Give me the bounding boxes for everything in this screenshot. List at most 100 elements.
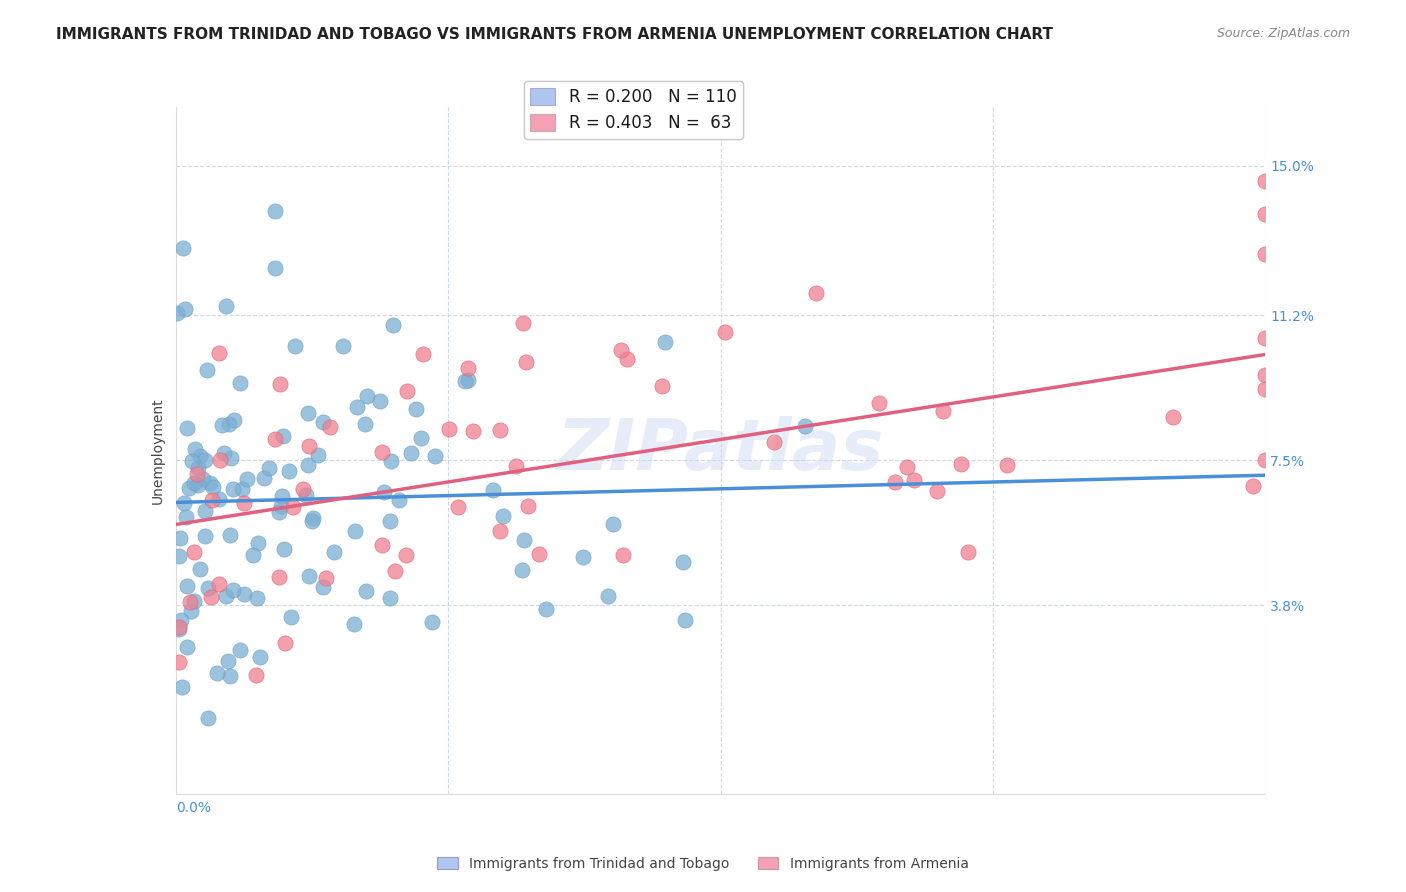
Point — [284, 338, 307, 352]
Point — [242, 548, 264, 562]
Point — [197, 363, 219, 377]
Point — [183, 593, 205, 607]
Point — [612, 548, 634, 562]
Point — [217, 654, 239, 668]
Point — [527, 547, 550, 561]
Point — [517, 499, 540, 513]
Point — [510, 564, 533, 578]
Point — [763, 434, 786, 449]
Point — [461, 425, 484, 439]
Point — [713, 325, 735, 339]
Point — [173, 496, 195, 510]
Point — [245, 668, 267, 682]
Point — [264, 433, 287, 447]
Point — [371, 538, 394, 552]
Point — [297, 406, 319, 420]
Point — [229, 376, 252, 390]
Point — [246, 536, 269, 550]
Point — [183, 442, 205, 456]
Point — [956, 545, 979, 559]
Point — [167, 549, 190, 563]
Point — [457, 361, 479, 376]
Point — [231, 482, 253, 496]
Point — [1254, 174, 1277, 188]
Point — [301, 514, 323, 528]
Text: ZIPatlas: ZIPatlas — [557, 416, 884, 485]
Point — [190, 562, 212, 576]
Point — [191, 472, 214, 486]
Point — [209, 452, 232, 467]
Point — [343, 617, 366, 632]
Point — [411, 431, 433, 445]
Point — [794, 418, 817, 433]
Point — [651, 379, 673, 393]
Point — [229, 643, 252, 657]
Point — [395, 548, 418, 562]
Text: Source: ZipAtlas.com: Source: ZipAtlas.com — [1216, 27, 1350, 40]
Point — [167, 620, 190, 634]
Point — [187, 461, 209, 475]
Point — [903, 474, 925, 488]
Point — [218, 528, 240, 542]
Point — [194, 504, 217, 518]
Point — [232, 496, 254, 510]
Point — [307, 449, 329, 463]
Point — [219, 668, 242, 682]
Point — [224, 413, 246, 427]
Point — [246, 591, 269, 606]
Point — [488, 524, 510, 538]
Point — [264, 261, 287, 276]
Point — [249, 649, 271, 664]
Point — [1163, 409, 1185, 424]
Point — [447, 500, 470, 514]
Point — [925, 484, 948, 499]
Point — [172, 680, 194, 694]
Point — [370, 394, 392, 409]
Point — [453, 374, 475, 388]
Point — [1254, 382, 1277, 396]
Point — [596, 590, 619, 604]
Point — [384, 564, 406, 578]
Point — [804, 285, 827, 300]
Point — [269, 377, 291, 392]
Point — [457, 373, 479, 387]
Point — [174, 510, 197, 524]
Point — [197, 581, 219, 595]
Point — [572, 550, 595, 565]
Point — [949, 457, 972, 471]
Point — [312, 580, 335, 594]
Point — [1254, 368, 1277, 382]
Point — [302, 510, 325, 524]
Point — [1254, 207, 1277, 221]
Point — [412, 347, 434, 361]
Point — [378, 591, 401, 605]
Point — [271, 489, 294, 503]
Point — [253, 470, 276, 484]
Point — [281, 500, 304, 514]
Point — [512, 316, 534, 330]
Point — [211, 418, 233, 433]
Point — [616, 351, 638, 366]
Point — [388, 492, 411, 507]
Point — [169, 531, 191, 545]
Point — [295, 487, 318, 501]
Point — [179, 481, 201, 495]
Point — [534, 602, 557, 616]
Point — [373, 484, 395, 499]
Point — [183, 475, 205, 490]
Point — [167, 655, 190, 669]
Legend: R = 0.200   N = 110, R = 0.403   N =  63: R = 0.200 N = 110, R = 0.403 N = 63 — [523, 81, 744, 139]
Point — [269, 570, 291, 584]
Point — [322, 545, 344, 559]
Point — [354, 583, 377, 598]
Point — [297, 458, 319, 473]
Point — [271, 429, 294, 443]
Point — [176, 579, 198, 593]
Point — [395, 384, 418, 398]
Text: IMMIGRANTS FROM TRINIDAD AND TOBAGO VS IMMIGRANTS FROM ARMENIA UNEMPLOYMENT CORR: IMMIGRANTS FROM TRINIDAD AND TOBAGO VS I… — [56, 27, 1053, 42]
Point — [278, 464, 301, 478]
Point — [174, 301, 197, 316]
Point — [654, 334, 676, 349]
Point — [439, 422, 461, 436]
Point — [420, 615, 443, 629]
